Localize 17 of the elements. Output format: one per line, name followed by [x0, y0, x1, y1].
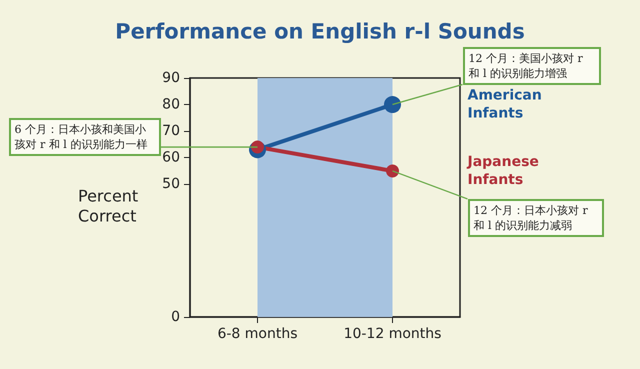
point [384, 96, 401, 114]
text: American Infants [468, 88, 547, 122]
y-tick-label: 60 [162, 150, 180, 166]
y-tick-label: 80 [162, 96, 180, 113]
y-tick-label: 0 [171, 309, 180, 325]
annotation: 6 个月：日本小孩和美国小孩对 r 和 l 的识别能力一样 [8, 118, 160, 156]
text: Japanese Infants [466, 154, 544, 188]
y-axis-title: Percent Correct [78, 186, 144, 226]
y-tick-label: 70 [162, 123, 180, 140]
x-tick-label: 10-12 months [344, 326, 442, 342]
point [386, 164, 399, 178]
chart-title: Performance on English r-l Sounds [115, 20, 525, 44]
x-tick-label: 6-8 months [217, 326, 298, 342]
y-tick-label: 50 [162, 176, 180, 192]
y-tick-label: 90 [162, 70, 180, 86]
annotation: 12 个月：日本小孩对 r 和 l 的识别能力减弱 [468, 198, 604, 237]
annotation: 12 个月：美国小孩对 r 和 l 的识别能力增强 [462, 46, 600, 85]
